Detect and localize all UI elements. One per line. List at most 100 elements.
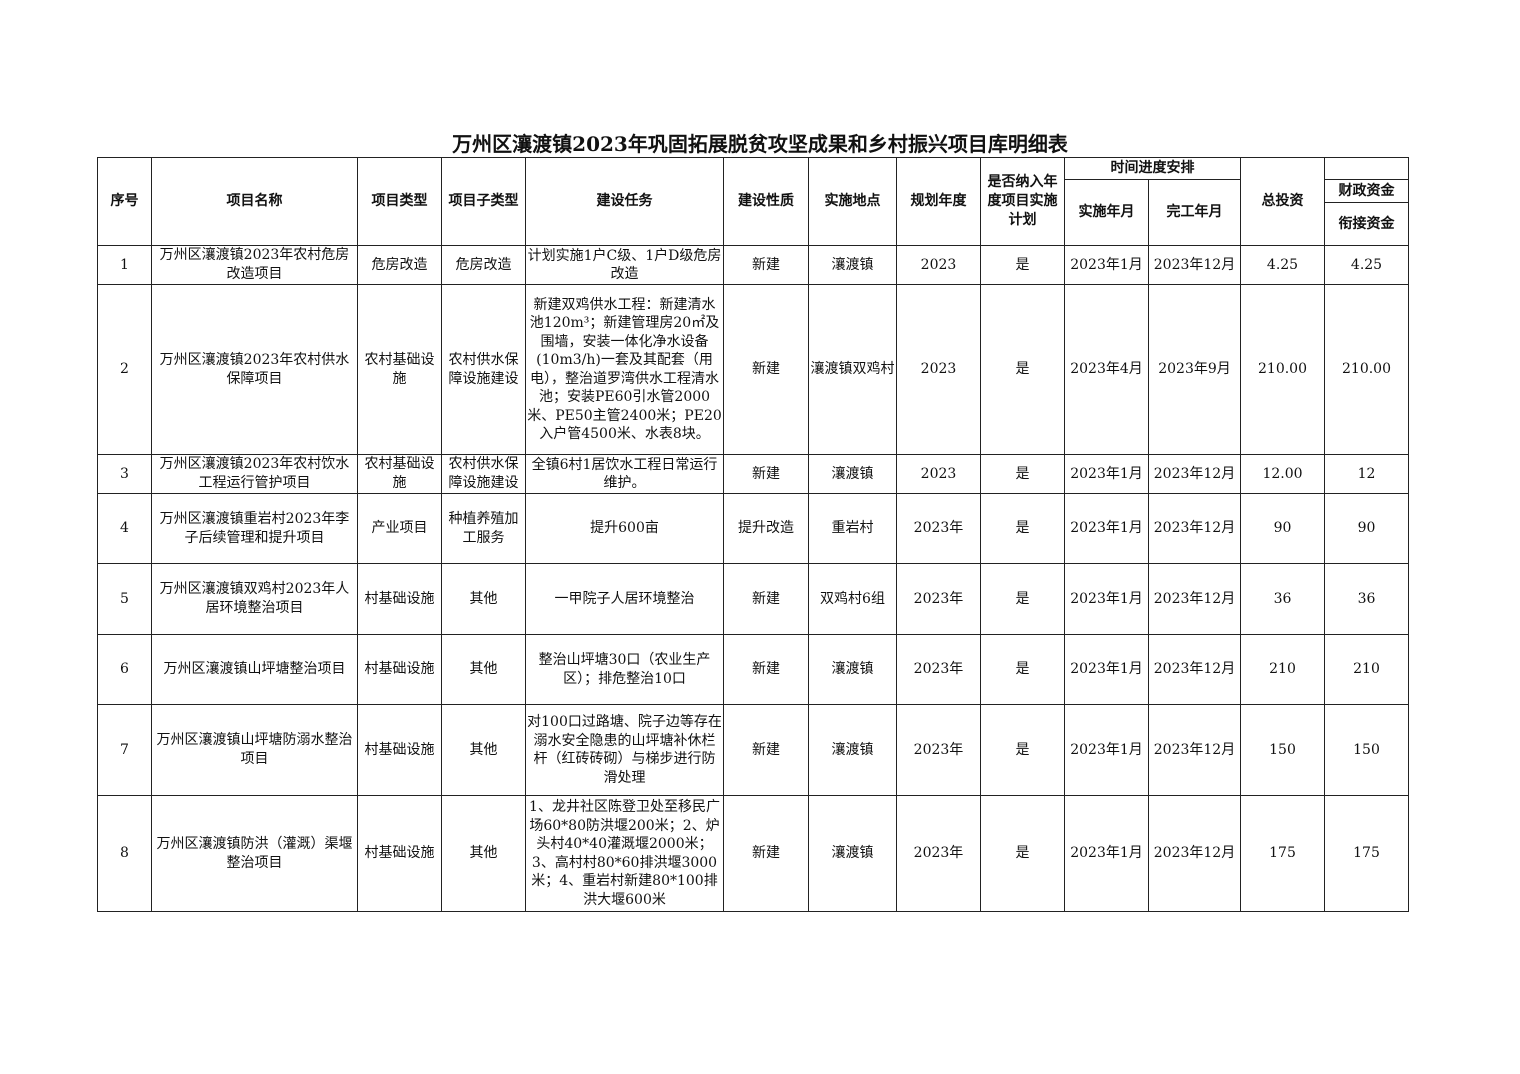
cell-location: 重岩村 <box>808 493 897 564</box>
cell-end: 2023年12月 <box>1148 634 1241 705</box>
cell-index: 8 <box>97 795 152 912</box>
cell-task: 计划实施1户C级、1户D级危房改造 <box>525 245 724 285</box>
cell-total: 36 <box>1240 563 1325 635</box>
cell-type: 村基础设施 <box>357 704 442 796</box>
cell-start: 2023年1月 <box>1064 704 1149 796</box>
cell-year: 2023年 <box>896 634 981 705</box>
cell-linked: 4.25 <box>1324 245 1409 285</box>
cell-subtype: 农村供水保障设施建设 <box>441 454 526 494</box>
cell-name: 万州区瀼渡镇山坪塘整治项目 <box>151 634 358 705</box>
header-included: 是否纳入年度项目实施计划 <box>980 157 1065 246</box>
cell-type: 村基础设施 <box>357 795 442 912</box>
table-row: 7 万州区瀼渡镇山坪塘防溺水整治项目 村基础设施 其他 对100口过路塘、院子边等存在溺… <box>97 704 1409 796</box>
header-total: 总投资 <box>1240 157 1325 246</box>
cell-included: 是 <box>980 454 1065 494</box>
cell-start: 2023年1月 <box>1064 795 1149 912</box>
cell-end: 2023年12月 <box>1148 795 1241 912</box>
cell-end: 2023年12月 <box>1148 454 1241 494</box>
cell-linked: 90 <box>1324 493 1409 564</box>
cell-year: 2023年 <box>896 795 981 912</box>
cell-end: 2023年9月 <box>1148 284 1241 455</box>
cell-nature: 新建 <box>723 795 809 912</box>
cell-name: 万州区瀼渡镇防洪（灌溉）渠堰整治项目 <box>151 795 358 912</box>
cell-year: 2023年 <box>896 704 981 796</box>
cell-included: 是 <box>980 493 1065 564</box>
cell-name: 万州区瀼渡镇2023年农村供水保障项目 <box>151 284 358 455</box>
cell-index: 1 <box>97 245 152 285</box>
cell-included: 是 <box>980 634 1065 705</box>
cell-start: 2023年4月 <box>1064 284 1149 455</box>
cell-end: 2023年12月 <box>1148 493 1241 564</box>
table-row: 8 万州区瀼渡镇防洪（灌溉）渠堰整治项目 村基础设施 其他 1、龙井社区陈登卫处至移民广… <box>97 795 1409 912</box>
cell-location: 瀼渡镇双鸡村 <box>808 284 897 455</box>
cell-linked: 36 <box>1324 563 1409 635</box>
cell-subtype: 危房改造 <box>441 245 526 285</box>
cell-name: 万州区瀼渡镇重岩村2023年李子后续管理和提升项目 <box>151 493 358 564</box>
table-row: 1 万州区瀼渡镇2023年农村危房改造项目 危房改造 危房改造 计划实施1户C级、1户D… <box>97 245 1409 285</box>
cell-nature: 新建 <box>723 634 809 705</box>
cell-name: 万州区瀼渡镇山坪塘防溺水整治项目 <box>151 704 358 796</box>
table-row: 3 万州区瀼渡镇2023年农村饮水工程运行管护项目 农村基础设施 农村供水保障设施建设… <box>97 454 1409 494</box>
cell-subtype: 农村供水保障设施建设 <box>441 284 526 455</box>
header-nature: 建设性质 <box>723 157 809 246</box>
table-row: 4 万州区瀼渡镇重岩村2023年李子后续管理和提升项目 产业项目 种植养殖加工服务 提升… <box>97 493 1409 564</box>
cell-type: 村基础设施 <box>357 634 442 705</box>
cell-included: 是 <box>980 704 1065 796</box>
cell-subtype: 其他 <box>441 563 526 635</box>
header-name: 项目名称 <box>151 157 358 246</box>
cell-total: 4.25 <box>1240 245 1325 285</box>
cell-total: 12.00 <box>1240 454 1325 494</box>
cell-location: 瀼渡镇 <box>808 704 897 796</box>
cell-included: 是 <box>980 284 1065 455</box>
cell-task: 新建双鸡供水工程：新建清水池120m³；新建管理房20㎡及围墙，安装一体化净水设… <box>525 284 724 455</box>
cell-location: 瀼渡镇 <box>808 634 897 705</box>
cell-task: 对100口过路塘、院子边等存在溺水安全隐患的山坪塘补休栏杆（红砖砖砌）与梯步进行… <box>525 704 724 796</box>
cell-start: 2023年1月 <box>1064 634 1149 705</box>
header-blank <box>1324 157 1409 180</box>
table-row: 2 万州区瀼渡镇2023年农村供水保障项目 农村基础设施 农村供水保障设施建设 新建双鸡… <box>97 284 1409 455</box>
cell-index: 5 <box>97 563 152 635</box>
cell-type: 产业项目 <box>357 493 442 564</box>
header-start: 实施年月 <box>1064 179 1149 246</box>
header-task: 建设任务 <box>525 157 724 246</box>
cell-total: 150 <box>1240 704 1325 796</box>
header-end: 完工年月 <box>1148 179 1241 246</box>
cell-subtype: 其他 <box>441 634 526 705</box>
header-schedule: 时间进度安排 <box>1064 157 1241 180</box>
cell-task: 全镇6村1居饮水工程日常运行维护。 <box>525 454 724 494</box>
header-subtype: 项目子类型 <box>441 157 526 246</box>
cell-start: 2023年1月 <box>1064 454 1149 494</box>
cell-year: 2023 <box>896 245 981 285</box>
cell-index: 3 <box>97 454 152 494</box>
cell-type: 农村基础设施 <box>357 454 442 494</box>
cell-index: 4 <box>97 493 152 564</box>
header-fiscal: 财政资金 <box>1324 179 1409 203</box>
cell-total: 210 <box>1240 634 1325 705</box>
cell-location: 瀼渡镇 <box>808 245 897 285</box>
cell-included: 是 <box>980 245 1065 285</box>
cell-year: 2023年 <box>896 563 981 635</box>
cell-name: 万州区瀼渡镇2023年农村饮水工程运行管护项目 <box>151 454 358 494</box>
cell-subtype: 种植养殖加工服务 <box>441 493 526 564</box>
table-row: 5 万州区瀼渡镇双鸡村2023年人居环境整治项目 村基础设施 其他 一甲院子人居环境整治… <box>97 563 1409 635</box>
cell-subtype: 其他 <box>441 704 526 796</box>
cell-task: 提升600亩 <box>525 493 724 564</box>
cell-included: 是 <box>980 795 1065 912</box>
project-table: 序号 项目名称 项目类型 项目子类型 建设任务 建设性质 实施地点 规划年度 是… <box>97 157 1409 912</box>
cell-index: 6 <box>97 634 152 705</box>
cell-end: 2023年12月 <box>1148 245 1241 285</box>
table-row: 6 万州区瀼渡镇山坪塘整治项目 村基础设施 其他 整治山坪塘30口（农业生产区）；排危整… <box>97 634 1409 705</box>
header-year: 规划年度 <box>896 157 981 246</box>
cell-total: 175 <box>1240 795 1325 912</box>
cell-index: 7 <box>97 704 152 796</box>
cell-name: 万州区瀼渡镇2023年农村危房改造项目 <box>151 245 358 285</box>
cell-linked: 12 <box>1324 454 1409 494</box>
header-linked: 衔接资金 <box>1324 202 1409 246</box>
cell-total: 90 <box>1240 493 1325 564</box>
cell-task: 1、龙井社区陈登卫处至移民广场60*80防洪堰200米；2、炉头村40*40灌溉… <box>525 795 724 912</box>
header-type: 项目类型 <box>357 157 442 246</box>
cell-nature: 提升改造 <box>723 493 809 564</box>
header-index: 序号 <box>97 157 152 246</box>
cell-location: 瀼渡镇 <box>808 795 897 912</box>
cell-year: 2023 <box>896 284 981 455</box>
